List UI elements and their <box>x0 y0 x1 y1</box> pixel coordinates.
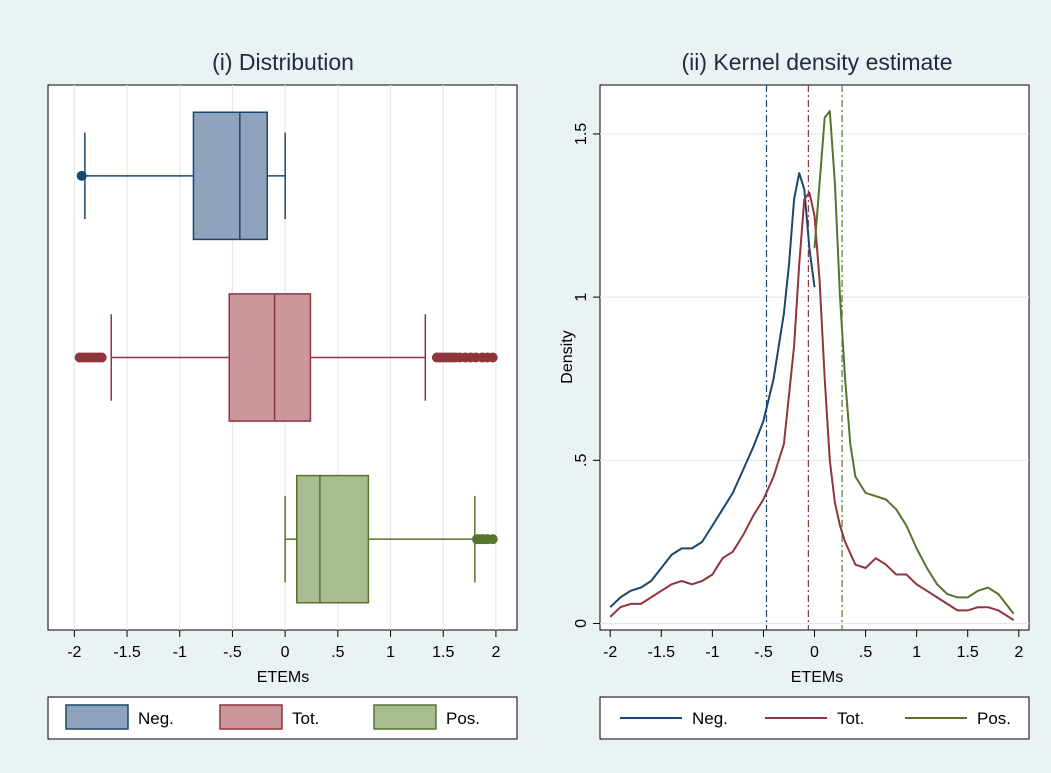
x-tick-label: -1.5 <box>647 644 675 661</box>
x-tick-label: -2 <box>603 644 617 661</box>
legend-label: Pos. <box>977 709 1011 728</box>
gridlines <box>600 133 1029 625</box>
density-line-pos <box>813 110 1015 615</box>
y-tick-label: 1.5 <box>573 123 590 145</box>
legend-label: Tot. <box>292 709 319 728</box>
x-tick-label: 1.5 <box>432 644 454 661</box>
x-tick-label: 0 <box>281 644 290 661</box>
panel-distribution: (i) Distribution -2 -1.5 -1 -.5 0 .5 1 1.5 2 ETE… <box>47 49 518 740</box>
box-tot <box>74 293 498 422</box>
density-series <box>609 110 1015 622</box>
outlier-point <box>96 352 107 363</box>
y-tick-label: 1 <box>573 293 590 302</box>
y-tick-label: 0 <box>573 619 590 628</box>
outlier-point <box>487 352 498 363</box>
outlier-point <box>487 534 498 545</box>
box-pos <box>284 474 498 604</box>
outlier-point <box>76 170 87 181</box>
x-tick-label: 1 <box>386 644 395 661</box>
density-line-tot <box>609 191 1015 622</box>
x-tick-label: -.5 <box>223 644 242 661</box>
x-tick-label: -1 <box>173 644 187 661</box>
legend-label: Neg. <box>692 709 728 728</box>
density-line-neg <box>609 172 816 608</box>
chart-title: (ii) Kernel density estimate <box>682 49 953 75</box>
x-tick-label: 0 <box>810 644 819 661</box>
x-tick-label: -1.5 <box>113 644 141 661</box>
legend-label: Neg. <box>138 709 174 728</box>
box-iqr <box>192 111 268 241</box>
box-series <box>74 111 498 604</box>
box-iqr <box>295 474 370 604</box>
legend-label: Pos. <box>446 709 480 728</box>
x-tick-label: -.5 <box>754 644 773 661</box>
legend-swatch <box>219 704 283 730</box>
legend-label: Tot. <box>837 709 864 728</box>
plot-area <box>599 84 1030 631</box>
y-axis: 0 .5 1 1.5 <box>573 123 600 628</box>
x-tick-label: 1 <box>912 644 921 661</box>
y-axis-label: Density <box>559 330 576 383</box>
x-tick-label: -1 <box>705 644 719 661</box>
reference-lines <box>765 85 843 630</box>
chart-title: (i) Distribution <box>212 49 354 75</box>
legend-swatch <box>373 704 437 730</box>
x-tick-label: 2 <box>1014 644 1023 661</box>
x-tick-label: .5 <box>331 644 344 661</box>
x-tick-label: -2 <box>67 644 81 661</box>
x-axis-label: ETEMs <box>257 669 309 686</box>
x-axis-label: ETEMs <box>791 669 843 686</box>
y-tick-label: .5 <box>573 454 590 467</box>
x-axis: -2 -1.5 -1 -.5 0 .5 1 1.5 2 <box>603 630 1023 661</box>
panel-kernel-density: (ii) Kernel density estimate -2 -1.5 -1 -.5… <box>559 49 1030 740</box>
x-axis: -2 -1.5 -1 -.5 0 .5 1 1.5 2 <box>67 630 500 661</box>
box-neg <box>76 111 286 241</box>
legend-swatch <box>65 704 129 730</box>
x-tick-label: 1.5 <box>957 644 979 661</box>
legend: Neg. Tot. Pos. <box>599 696 1030 740</box>
x-tick-label: .5 <box>859 644 872 661</box>
box-iqr <box>228 293 312 422</box>
legend: Neg. Tot. Pos. <box>47 696 518 740</box>
x-tick-label: 2 <box>491 644 500 661</box>
